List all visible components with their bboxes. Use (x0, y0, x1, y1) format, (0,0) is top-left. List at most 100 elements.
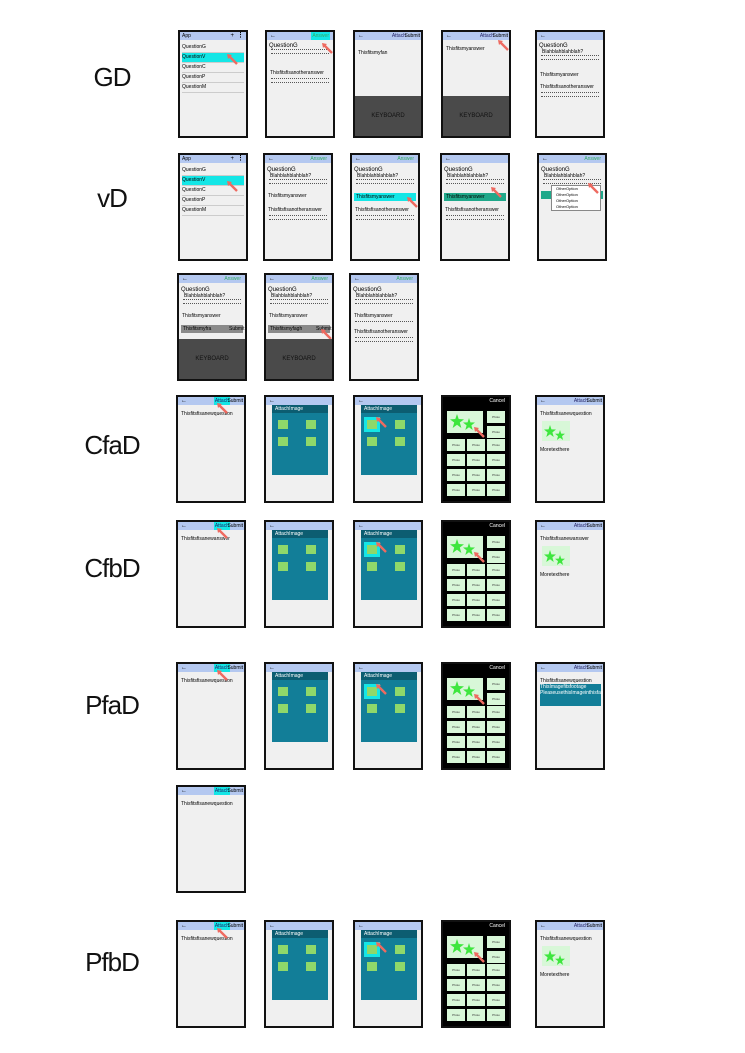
image-tile[interactable]: Photo (447, 994, 465, 1006)
submit-button[interactable]: Submit (227, 665, 243, 671)
answer-input[interactable]: Thisfitsmyfra (181, 325, 243, 333)
image-tile[interactable]: Photo (467, 579, 485, 591)
back-icon[interactable]: ← (540, 923, 546, 929)
image-tile[interactable]: Photo (447, 594, 465, 606)
attach-button[interactable]: Attach (573, 398, 588, 404)
add-icon[interactable]: + (230, 156, 234, 162)
submit-button[interactable]: Submit (227, 788, 243, 794)
back-icon[interactable]: ← (358, 33, 364, 39)
keyboard[interactable]: KEYBOARD (443, 96, 509, 136)
answer-input[interactable]: Thisfitsmyanswer (354, 193, 416, 201)
attach-button[interactable]: Attach (573, 665, 588, 671)
image-tile[interactable]: Photo (487, 706, 505, 718)
attach-button[interactable]: Attach (573, 523, 588, 529)
image-tile[interactable]: Photo (487, 411, 505, 423)
image-thumbnail[interactable] (278, 437, 288, 446)
image-tile[interactable]: Photo (467, 454, 485, 466)
dropdown-option[interactable]: OtherOption (556, 186, 578, 191)
answer-button[interactable]: Answer (584, 156, 601, 162)
image-tile[interactable]: Photo (487, 564, 505, 576)
answer-button[interactable]: Answer (396, 276, 413, 282)
image-tile[interactable]: Photo (447, 469, 465, 481)
answer-input[interactable]: Thisfitsmyanswer (444, 193, 506, 201)
answer-input[interactable]: Thisfitsmyfagh (268, 325, 330, 333)
image-thumbnail[interactable] (364, 542, 380, 557)
image-thumbnail[interactable] (306, 704, 316, 713)
attach-button[interactable]: Attach (213, 787, 230, 795)
back-icon[interactable]: ← (540, 398, 546, 404)
image-thumbnail[interactable] (395, 437, 405, 446)
submit-button[interactable]: Submit (492, 33, 508, 39)
answer-button[interactable]: Answer (397, 156, 414, 162)
back-icon[interactable]: ← (270, 33, 276, 39)
question-list-item[interactable]: QuestionG (182, 166, 244, 176)
question-list-item[interactable]: QuestionV (182, 176, 244, 186)
submit-button[interactable]: Submit (227, 923, 243, 929)
image-tile[interactable]: Photo (487, 484, 505, 496)
image-tile[interactable]: Photo (467, 979, 485, 991)
keyboard[interactable]: KEYBOARD (355, 96, 421, 136)
image-thumbnail[interactable] (395, 420, 405, 429)
question-list-item[interactable]: QuestionP (182, 73, 244, 83)
image-tile[interactable]: Photo (467, 721, 485, 733)
image-thumbnail[interactable] (278, 962, 288, 971)
dropdown-option[interactable]: OtherOption (556, 198, 578, 203)
answer-button[interactable]: Answer (310, 156, 327, 162)
back-icon[interactable]: ← (181, 398, 187, 404)
image-thumbnail[interactable] (278, 562, 288, 571)
image-tile[interactable]: Photo (467, 706, 485, 718)
attach-button[interactable]: Attach (213, 397, 230, 405)
image-tile[interactable]: Photo (467, 439, 485, 451)
attach-button[interactable]: Attach (573, 923, 588, 929)
back-icon[interactable]: ← (269, 398, 275, 404)
selected-image[interactable] (447, 936, 483, 958)
selected-image[interactable] (447, 536, 483, 558)
back-icon[interactable]: ← (354, 276, 360, 282)
cancel-button[interactable]: Cancel (489, 665, 505, 671)
image-tile[interactable]: Photo (467, 1009, 485, 1021)
image-thumbnail[interactable] (306, 945, 316, 954)
submit-button[interactable]: Submit (227, 523, 243, 529)
answer-button[interactable]: Answer (224, 276, 241, 282)
image-tile[interactable]: Photo (487, 454, 505, 466)
image-tile[interactable]: Photo (467, 964, 485, 976)
image-thumbnail[interactable] (364, 942, 380, 957)
submit-inline-button[interactable]: Submit (316, 326, 332, 332)
image-tile[interactable]: Photo (467, 609, 485, 621)
back-icon[interactable]: ← (269, 665, 275, 671)
attach-button[interactable]: Attach (213, 664, 230, 672)
image-tile[interactable]: Photo (487, 964, 505, 976)
back-icon[interactable]: ← (358, 523, 364, 529)
image-tile[interactable]: Photo (447, 751, 465, 763)
back-icon[interactable]: ← (182, 276, 188, 282)
image-tile[interactable]: Photo (487, 1009, 505, 1021)
question-list-item[interactable]: QuestionG (182, 43, 244, 53)
image-thumbnail[interactable] (278, 545, 288, 554)
image-tile[interactable]: Photo (487, 609, 505, 621)
image-tile[interactable]: Photo (447, 454, 465, 466)
image-thumbnail[interactable] (395, 545, 405, 554)
image-thumbnail[interactable] (278, 704, 288, 713)
more-menu-icon[interactable]: ⋮ (237, 155, 244, 162)
back-icon[interactable]: ← (181, 923, 187, 929)
question-list-item[interactable]: QuestionC (182, 63, 244, 73)
image-tile[interactable]: Photo (487, 678, 505, 690)
image-thumbnail[interactable] (395, 945, 405, 954)
image-tile[interactable]: Photo (447, 721, 465, 733)
image-tile[interactable]: Photo (447, 579, 465, 591)
back-icon[interactable]: ← (445, 156, 451, 162)
attach-button[interactable]: Attach (479, 33, 494, 39)
selected-image[interactable] (447, 411, 483, 433)
image-tile[interactable]: Photo (447, 564, 465, 576)
image-tile[interactable]: Photo (487, 551, 505, 563)
submit-button[interactable]: Submit (586, 923, 602, 929)
image-tile[interactable]: Photo (487, 736, 505, 748)
image-tile[interactable]: Photo (467, 594, 485, 606)
image-tile[interactable]: Photo (487, 536, 505, 548)
image-thumbnail[interactable] (306, 545, 316, 554)
question-list-item[interactable]: QuestionM (182, 83, 244, 93)
image-tile[interactable]: Photo (447, 736, 465, 748)
submit-button[interactable]: Submit (404, 33, 420, 39)
image-thumbnail[interactable] (306, 420, 316, 429)
attach-button[interactable]: Attach (391, 33, 406, 39)
